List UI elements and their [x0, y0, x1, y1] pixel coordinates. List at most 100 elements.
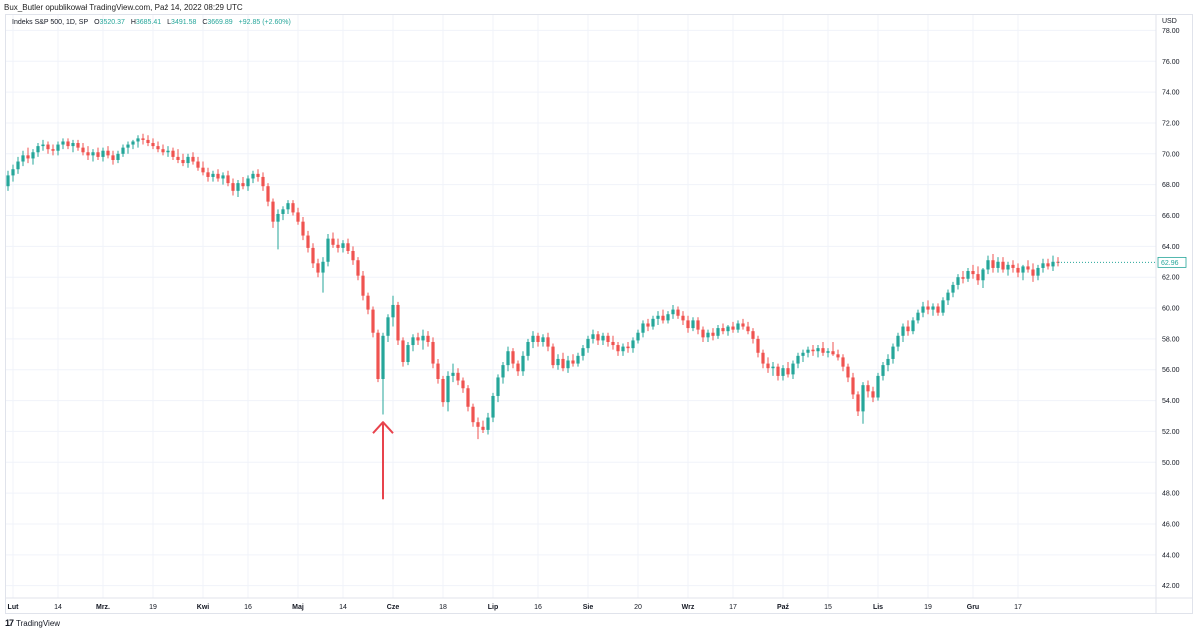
- candle-up: [56, 141, 60, 156]
- candle-body: [621, 346, 625, 352]
- candle-down: [271, 198, 275, 228]
- candle-body: [186, 156, 190, 164]
- last-price-label: 62.96: [1161, 260, 1179, 267]
- y-tick-label: 68.00: [1162, 182, 1180, 189]
- candle-body: [656, 315, 660, 319]
- candle-body: [1041, 263, 1045, 268]
- y-axis-unit: USD: [1162, 18, 1177, 25]
- x-tick-label: Mrz.: [96, 604, 110, 611]
- candle-down: [536, 332, 540, 347]
- x-tick-label: 15: [824, 604, 832, 611]
- candle-down: [156, 141, 160, 153]
- candle-body: [701, 329, 705, 338]
- candle-body: [566, 360, 570, 369]
- candle-body: [831, 351, 835, 355]
- legend-close: 3669.89: [207, 19, 233, 26]
- candle-body: [651, 318, 655, 327]
- candle-body: [681, 315, 685, 321]
- candle-body: [321, 261, 325, 273]
- candle-body: [976, 274, 980, 281]
- x-tick-label: 19: [149, 604, 157, 611]
- candle-body: [891, 346, 895, 359]
- candle-body: [856, 394, 860, 412]
- candle-up: [691, 317, 695, 332]
- candle-down: [936, 303, 940, 316]
- candle-body: [176, 156, 180, 160]
- symbol-legend: Indeks S&P 500, 1D, SP O3520.37 H3685.41…: [12, 19, 291, 26]
- candle-body: [916, 312, 920, 321]
- candle-body: [581, 348, 585, 356]
- legend-symbol: Indeks S&P 500, 1D, SP: [12, 19, 89, 26]
- y-tick-label: 44.00: [1162, 552, 1180, 559]
- candle-down: [396, 301, 400, 346]
- candle-down: [991, 254, 995, 273]
- candle-body: [216, 173, 220, 179]
- candle-down: [686, 315, 690, 333]
- brand-name: TradingView: [16, 618, 61, 628]
- candle-up: [451, 363, 455, 383]
- candle-down: [611, 335, 615, 350]
- candle-body: [1016, 267, 1020, 273]
- candle-down: [296, 207, 300, 225]
- candle-body: [646, 323, 650, 327]
- x-tick-label: 14: [339, 604, 347, 611]
- candle-body: [671, 309, 675, 315]
- candle-body: [851, 377, 855, 395]
- candle-body: [491, 395, 495, 418]
- candle-up: [566, 355, 570, 373]
- candle-body: [276, 213, 280, 222]
- candle-up: [671, 304, 675, 319]
- x-tick-label: 18: [439, 604, 447, 611]
- candle-body: [71, 143, 75, 147]
- x-tick-label: Wrz: [682, 604, 695, 611]
- candle-body: [771, 366, 775, 369]
- candle-down: [471, 403, 475, 427]
- candle-body: [11, 169, 15, 176]
- y-tick-label: 72.00: [1162, 120, 1180, 127]
- candle-up: [911, 317, 915, 335]
- candle-down: [361, 271, 365, 301]
- candle-up: [16, 156, 20, 174]
- candle-body: [351, 250, 355, 261]
- candle-body: [171, 150, 175, 157]
- candle-body: [996, 261, 1000, 268]
- candle-down: [906, 320, 910, 336]
- candle-up: [796, 352, 800, 369]
- chart-grid: [6, 15, 1156, 598]
- candle-body: [436, 363, 440, 379]
- candle-up: [381, 332, 385, 415]
- candle-down: [181, 153, 185, 167]
- candle-body: [796, 355, 800, 364]
- candle-up: [656, 311, 660, 326]
- candle-up: [286, 200, 290, 214]
- candle-body: [46, 144, 50, 150]
- candle-body: [41, 144, 45, 147]
- candle-up: [1041, 258, 1045, 273]
- candle-body: [806, 349, 810, 353]
- candle-body: [76, 143, 80, 148]
- candle-body: [36, 146, 40, 153]
- candle-down: [646, 318, 650, 332]
- candle-body: [461, 380, 465, 389]
- candle-down: [81, 143, 85, 156]
- candle-body: [736, 323, 740, 330]
- candle-down: [146, 135, 150, 147]
- candle-up: [876, 372, 880, 401]
- candle-down: [1046, 258, 1050, 270]
- candle-down: [1016, 263, 1020, 278]
- candle-body: [841, 357, 845, 367]
- candle-body: [121, 147, 125, 154]
- candle-down: [681, 311, 685, 326]
- candle-body: [941, 300, 945, 313]
- legend-high-label: H: [130, 19, 136, 26]
- candle-up: [816, 345, 820, 358]
- candle-down: [111, 150, 115, 165]
- candle-body: [816, 348, 820, 352]
- candle-body: [341, 243, 345, 248]
- candle-up: [1036, 264, 1040, 281]
- candle-down: [731, 321, 735, 333]
- candle-body: [971, 271, 975, 275]
- candle-body: [451, 372, 455, 376]
- tradingview-footer[interactable]: 17 TradingView: [5, 618, 60, 628]
